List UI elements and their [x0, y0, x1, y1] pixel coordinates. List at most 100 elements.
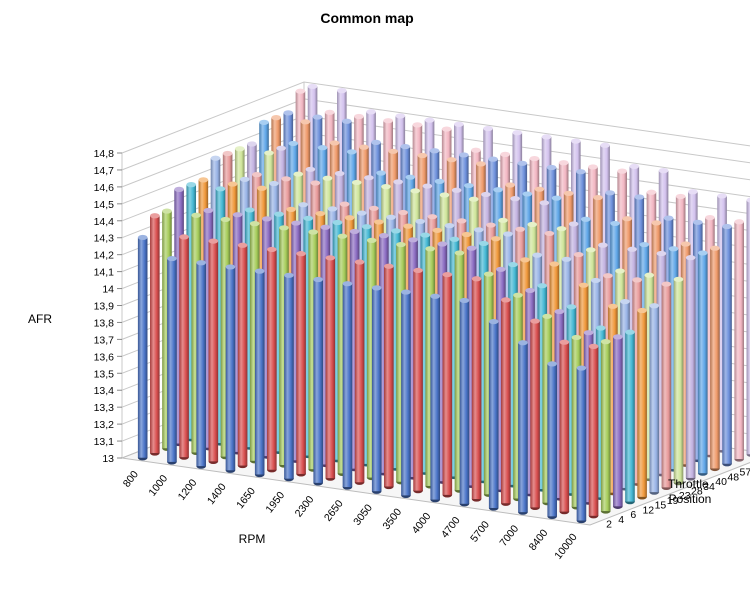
z-tick-label: 6: [630, 509, 636, 521]
bar: [588, 343, 599, 519]
bar: [518, 340, 528, 515]
bar: [559, 339, 570, 515]
bar: [254, 268, 265, 478]
x-tick-label: 1650: [234, 485, 258, 511]
z-axis-ticks: 2461215192328344048577085100: [606, 467, 750, 531]
y-tick-label: 13,8: [94, 317, 115, 329]
bar: [267, 246, 277, 473]
y-tick-label: 14,8: [94, 148, 115, 160]
z-axis-label-line1: Throttle: [668, 477, 709, 491]
z-tick-label: 15: [655, 500, 667, 512]
x-tick-label: 1000: [146, 473, 170, 499]
x-tick-label: 1950: [263, 489, 287, 515]
chart-title: Common map: [320, 10, 413, 26]
y-tick-label: 13,5: [94, 368, 115, 380]
bar: [384, 263, 394, 490]
bar: [746, 197, 750, 457]
bar: [488, 318, 499, 511]
z-axis-label: Throttle Position: [668, 477, 712, 506]
bar: [342, 281, 353, 490]
bar: [354, 259, 365, 485]
bar: [401, 289, 411, 499]
bar: [196, 260, 206, 469]
x-tick-label: 3500: [380, 506, 404, 532]
x-tick-label: 4000: [410, 510, 434, 536]
x-tick-label: 8400: [527, 527, 551, 553]
bar: [430, 293, 440, 503]
y-axis-label: AFR: [28, 312, 52, 326]
x-tick-label: 5700: [468, 519, 492, 545]
x-axis-label: RPM: [239, 532, 266, 546]
y-tick-label: 14,2: [94, 250, 115, 262]
y-tick-label: 14: [102, 284, 114, 296]
z-tick-label: 40: [715, 476, 727, 488]
bar: [471, 276, 482, 502]
bar: [613, 334, 623, 509]
y-tick-label: 13,4: [94, 385, 115, 397]
z-tick-label: 4: [618, 514, 624, 526]
bar: [284, 272, 294, 482]
y-tick-label: 13,6: [94, 351, 115, 363]
bar: [137, 234, 148, 461]
bar: [722, 223, 732, 467]
bar: [296, 251, 306, 477]
bar: [710, 245, 720, 472]
y-tick-label: 14,5: [94, 199, 115, 211]
x-tick-label: 1400: [205, 481, 229, 507]
y-tick-label: 13: [102, 453, 114, 465]
bar: [325, 255, 336, 481]
bar: [685, 255, 696, 481]
y-tick-label: 14,3: [94, 233, 115, 245]
x-tick-label: 2300: [293, 494, 317, 520]
x-tick-label: 3050: [351, 502, 375, 528]
bar: [313, 276, 323, 486]
y-tick-label: 14,1: [94, 267, 115, 279]
x-tick-label: 7000: [497, 523, 521, 549]
bar: [442, 271, 453, 498]
z-tick-label: 34: [703, 481, 715, 493]
x-tick-label: 1200: [176, 477, 200, 503]
bar: [673, 276, 684, 486]
y-tick-label: 14,7: [94, 165, 115, 177]
bars: [137, 83, 750, 524]
bar: [413, 267, 423, 494]
z-axis-label-line2: Position: [669, 492, 712, 506]
y-tick-label: 14,6: [94, 182, 115, 194]
bar: [371, 285, 382, 494]
bar: [167, 255, 177, 465]
y-tick-label: 13,2: [94, 419, 115, 431]
bar: [530, 318, 540, 511]
x-tick-label: 2650: [322, 498, 346, 524]
bar: [600, 339, 611, 514]
bar: [208, 238, 219, 464]
x-tick-label: 4700: [439, 514, 463, 540]
bar: [625, 329, 635, 505]
bar: [734, 219, 744, 462]
bar: [150, 213, 160, 456]
z-tick-label: 28: [691, 486, 703, 498]
bar: [697, 250, 708, 476]
z-tick-label: 48: [727, 471, 739, 483]
bar: [237, 242, 248, 469]
bar: [547, 361, 557, 519]
y-tick-label: 13,7: [94, 334, 115, 346]
y-tick-label: 14,4: [94, 216, 115, 228]
y-tick-label: 13,9: [94, 301, 115, 313]
bar: [501, 297, 511, 506]
bar: [225, 264, 236, 473]
z-tick-label: 12: [642, 504, 654, 516]
x-tick-label: 800: [121, 468, 141, 489]
bar: [637, 307, 647, 500]
bar: [459, 297, 470, 507]
y-tick-label: 13,1: [94, 436, 115, 448]
bar: [649, 303, 660, 495]
y-tick-label: 13,3: [94, 402, 115, 414]
z-tick-label: 19: [667, 495, 679, 507]
bar: [576, 365, 587, 524]
y-axis-ticks: 13 13,1 13,2 13,3 13,4 13,5 13,6 13,7 13,8 13,9 14…: [94, 148, 122, 465]
bar: [179, 234, 189, 460]
bar: [661, 281, 672, 491]
z-tick-label: 23: [679, 490, 691, 502]
x-tick-label: 10000: [552, 531, 580, 562]
